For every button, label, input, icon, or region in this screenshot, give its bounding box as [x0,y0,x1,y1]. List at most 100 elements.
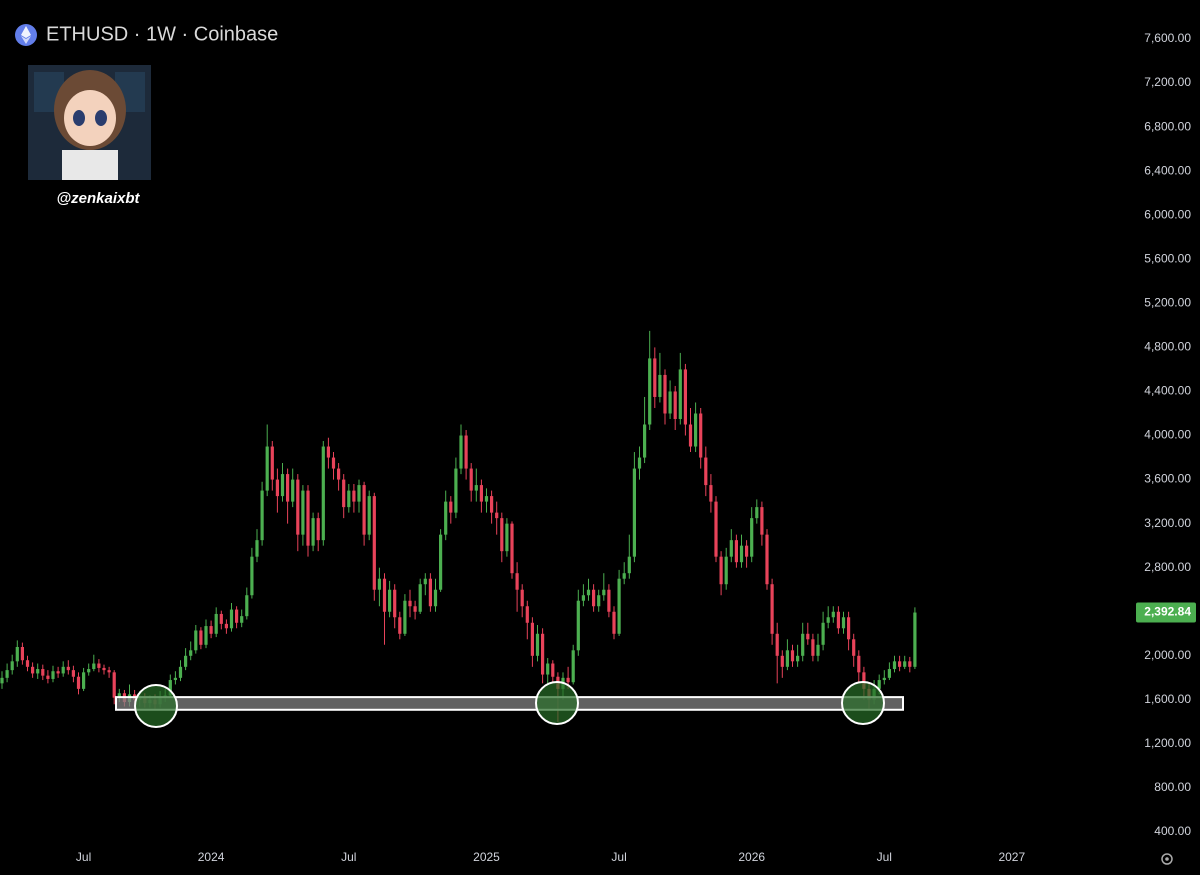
candle-body [857,655,861,673]
candle-body [117,693,121,698]
candle-body [637,457,642,469]
candle-body [704,457,708,486]
highlight-circle [841,681,885,725]
candle-body [653,358,657,397]
candle-body [362,485,366,535]
candle-body [571,650,575,683]
candle-body [178,666,183,678]
candle-body [806,633,810,640]
symbol-icon [15,24,37,46]
candle-body [41,669,45,676]
candle-body [423,578,427,585]
candle-body [862,672,866,689]
y-tick-label: 7,200.00 [1144,75,1191,89]
settings-icon[interactable] [1161,853,1173,865]
candle-body [566,677,570,683]
candle-body [658,374,662,397]
candle-body [444,501,448,535]
candle-body [551,663,555,677]
x-tick-label: Jul [877,850,892,864]
candle-body [892,661,897,670]
x-tick-label: 2025 [473,850,500,864]
candle-body [617,578,621,634]
candle-body [112,672,116,698]
candle-body [474,485,478,491]
candle-body [199,630,203,645]
candle-body [347,490,351,508]
candle-body [847,617,851,640]
candle-body [76,676,81,689]
candle-body [535,633,540,656]
candle-body [898,661,902,667]
candle-body [821,622,825,645]
candle-body [673,391,677,419]
candle-body [173,677,177,681]
highlight-circle [535,681,579,725]
candle-body [612,611,616,634]
candle-body [755,507,759,519]
candle-body [342,479,346,508]
y-tick-label: 6,800.00 [1144,119,1191,133]
y-tick-label: 400.00 [1154,824,1191,838]
candle-body [622,573,626,579]
candle-body [250,556,254,596]
candle-body [648,358,652,425]
candle-body [785,650,789,667]
candle-body [484,496,489,502]
candle-body [826,617,830,623]
candle-body [908,661,912,667]
candle-body [270,446,274,480]
candle-body [449,501,453,513]
y-tick-label: 800.00 [1154,780,1191,794]
candle-body [694,413,698,447]
candle-body [836,611,840,629]
candle-body [627,556,631,574]
candle-body [408,600,412,607]
chart-title: ETHUSD · 1W · Coinbase [46,23,278,45]
candle-body [607,589,611,612]
candle-body [688,424,693,447]
candle-body [235,609,239,623]
candle-body [326,446,330,458]
candle-body [678,369,682,419]
candle-body [219,613,223,624]
candle-body [10,661,14,671]
candle-body [311,518,315,546]
y-tick-label: 5,600.00 [1144,251,1191,265]
candle-body [515,573,519,590]
x-tick-label: 2026 [738,850,765,864]
candle-body [20,647,24,661]
candle-body [331,457,336,469]
candle-body [459,435,463,469]
y-tick-label: 1,200.00 [1144,736,1191,750]
candle-body [576,600,580,651]
candle-body [92,663,96,670]
candle-body [479,485,483,502]
candle-body [275,479,279,497]
candle-body [780,655,784,667]
candle-body [887,669,891,678]
candle-body [877,680,881,689]
y-tick-label: 2,800.00 [1144,560,1191,574]
candle-body [357,485,361,502]
candle-body [398,617,402,634]
candle-body [750,518,754,557]
candle-body [82,672,86,689]
candle-body [831,611,835,618]
candle-body [306,490,310,546]
y-tick-label: 1,600.00 [1144,692,1191,706]
candle-body [291,479,295,502]
candle-body [255,540,259,557]
candle-body [729,540,733,557]
candle-body [102,667,106,671]
candle-body [265,446,269,491]
candle-body [372,496,376,590]
candle-body [0,677,4,684]
candle-body [719,556,723,585]
candle-body [796,655,800,662]
candle-body [107,670,111,673]
candle-body [224,623,228,629]
candle-body [597,595,601,607]
candles [0,330,917,722]
